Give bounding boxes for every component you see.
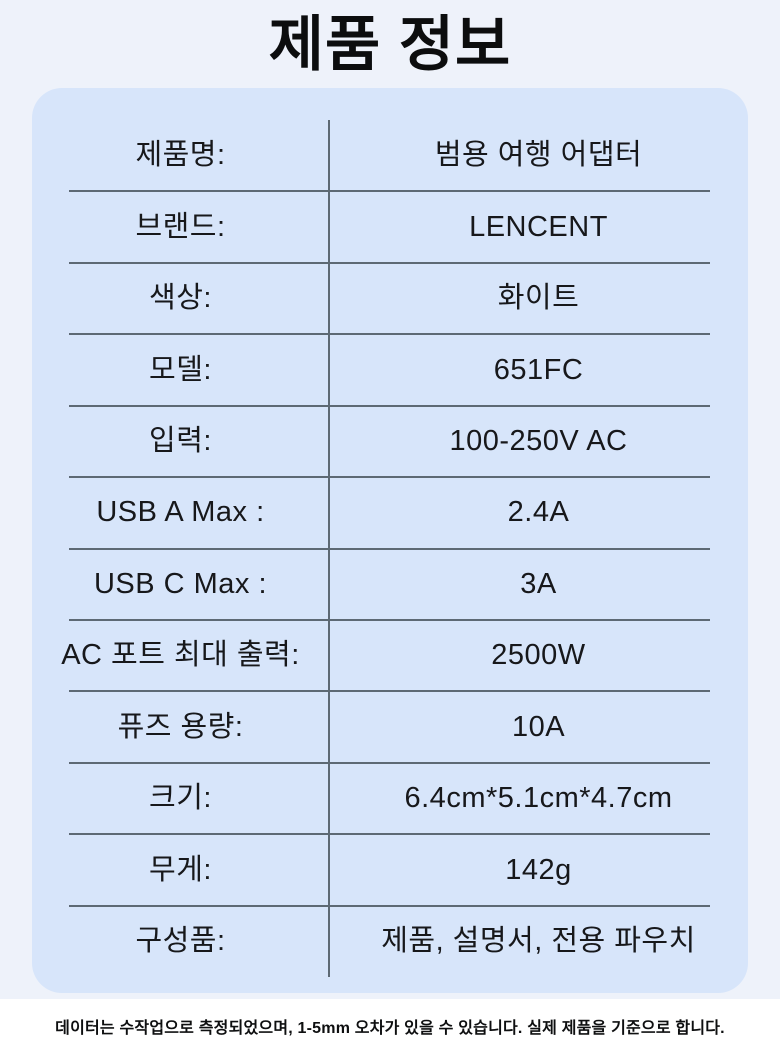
- table-row: 브랜드: LENCENT: [32, 190, 748, 262]
- row-divider: [69, 404, 710, 407]
- row-divider: [69, 261, 710, 264]
- spec-label: 입력:: [149, 425, 212, 457]
- spec-value: LENCENT: [469, 210, 608, 243]
- table-row: 입력: 100-250V AC: [32, 404, 748, 477]
- spec-label: USB A Max :: [96, 496, 265, 529]
- spec-value: 100-250V AC: [449, 425, 628, 457]
- spec-label: 무게:: [149, 853, 212, 886]
- row-divider: [69, 333, 710, 336]
- spec-label: 색상:: [149, 282, 212, 315]
- row-divider: [69, 833, 710, 836]
- row-divider: [69, 547, 710, 550]
- table-row: USB C Max : 3A: [32, 547, 748, 620]
- spec-label: 크기:: [149, 782, 212, 815]
- row-divider: [69, 904, 710, 907]
- row-divider: [69, 761, 710, 764]
- table-row: AC 포트 최대 출력: 2500W: [32, 618, 748, 691]
- table-row: 제품명: 범용 여행 어댑터: [32, 120, 748, 191]
- spec-label: 브랜드:: [135, 210, 226, 243]
- spec-label: 구성품:: [135, 924, 226, 957]
- page-title: 제품 정보: [268, 11, 512, 78]
- row-divider: [69, 476, 710, 479]
- spec-value: 651FC: [493, 353, 584, 386]
- table-row: USB A Max : 2.4A: [32, 476, 748, 548]
- spec-table: 제품명: 범용 여행 어댑터 브랜드: LENCENT 색상: 화이트 모델: …: [32, 120, 748, 977]
- table-row: 크기: 6.4cm*5.1cm*4.7cm: [32, 761, 748, 834]
- spec-value: 화이트: [497, 282, 580, 315]
- table-row: 무게: 142g: [32, 833, 748, 905]
- spec-value: 142g: [505, 853, 572, 886]
- spec-value: 제품, 설명서, 전용 파우치: [381, 924, 696, 957]
- row-divider: [69, 690, 710, 693]
- table-row: 퓨즈 용량: 10A: [32, 690, 748, 762]
- row-divider: [69, 190, 710, 193]
- spec-label: 제품명:: [135, 139, 226, 172]
- row-divider: [69, 618, 710, 621]
- spec-value: 6.4cm*5.1cm*4.7cm: [404, 782, 673, 815]
- disclaimer-text: 데이터는 수작업으로 측정되었으며, 1-5mm 오차가 있을 수 있습니다. …: [55, 1020, 725, 1037]
- spec-label: 모델:: [149, 353, 212, 386]
- spec-label: 퓨즈 용량:: [117, 710, 244, 743]
- spec-value: 3A: [520, 567, 557, 600]
- spec-value: 범용 여행 어댑터: [434, 139, 643, 172]
- table-row: 모델: 651FC: [32, 333, 748, 405]
- spec-value: 2.4A: [507, 496, 570, 529]
- spec-card: 제품명: 범용 여행 어댑터 브랜드: LENCENT 색상: 화이트 모델: …: [32, 88, 748, 993]
- spec-label: AC 포트 최대 출력:: [61, 639, 300, 672]
- disclaimer-bar: 데이터는 수작업으로 측정되었으며, 1-5mm 오차가 있을 수 있습니다. …: [0, 999, 780, 1053]
- spec-value: 2500W: [491, 639, 586, 672]
- spec-value: 10A: [511, 710, 566, 743]
- table-row: 색상: 화이트: [32, 261, 748, 334]
- spec-label: USB C Max :: [93, 567, 268, 600]
- table-row: 구성품: 제품, 설명서, 전용 파우치: [32, 904, 748, 977]
